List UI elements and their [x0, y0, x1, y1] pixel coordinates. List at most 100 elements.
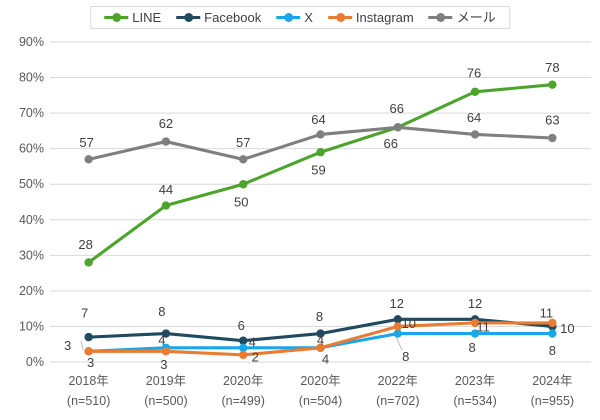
data-label-LINE: 28	[78, 237, 92, 252]
data-point-X	[470, 329, 480, 338]
legend-item-メール: メール	[428, 10, 496, 25]
data-point-Facebook	[84, 332, 93, 342]
data-point-Facebook	[161, 329, 171, 338]
data-label-Facebook: 8	[316, 309, 323, 324]
x-axis-n-label: (n=499)	[221, 394, 264, 408]
data-label-X: 8	[549, 343, 556, 358]
y-tick-label: 50%	[19, 177, 44, 191]
data-point-X	[393, 329, 402, 338]
legend-item-Facebook: Facebook	[176, 11, 261, 24]
data-label-X: 4	[317, 332, 324, 347]
x-axis-n-label: (n=500)	[144, 394, 187, 408]
data-label-LINE: 44	[159, 182, 173, 197]
data-label-Instagram: 11	[476, 319, 490, 334]
data-point-メール	[316, 130, 325, 139]
legend-marker-icon	[104, 13, 129, 22]
data-label-X: 4	[158, 332, 165, 347]
data-label-メール: 62	[159, 116, 173, 131]
data-point-Instagram	[161, 347, 171, 356]
data-point-LINE	[548, 80, 557, 89]
data-point-LINE	[161, 201, 171, 210]
data-point-メール	[393, 123, 402, 132]
legend-item-Instagram: Instagram	[327, 10, 414, 25]
y-tick-label: 60%	[19, 142, 44, 156]
x-axis-n-label: (n=702)	[376, 394, 419, 408]
legend-label: X	[304, 10, 313, 25]
legend-marker-icon	[327, 13, 352, 22]
legend-item-X: X	[276, 11, 313, 24]
data-label-Facebook: 7	[81, 306, 88, 321]
data-point-メール	[84, 155, 93, 164]
x-axis-year-label: 2020年	[223, 374, 263, 388]
legend-marker-icon	[428, 13, 453, 22]
legend-item-LINE: LINE	[104, 11, 161, 24]
x-axis-n-label: (n=955)	[531, 394, 574, 408]
data-label-LINE: 59	[311, 163, 325, 178]
data-point-X	[239, 343, 248, 352]
label-leader-line	[80, 340, 84, 351]
y-tick-label: 40%	[19, 213, 44, 227]
data-label-Facebook: 10	[560, 321, 574, 336]
data-label-Facebook: 12	[390, 296, 404, 311]
data-label-X: 3	[64, 338, 71, 353]
data-label-X: 4	[249, 334, 256, 349]
legend-label: Instagram	[355, 10, 414, 25]
data-label-Instagram: 11	[540, 305, 554, 320]
data-point-LINE	[470, 87, 480, 96]
data-label-Instagram: 3	[160, 357, 167, 372]
x-axis-n-label: (n=504)	[299, 394, 342, 408]
data-point-Facebook	[239, 336, 248, 345]
data-label-メール: 66	[390, 101, 404, 116]
y-tick-label: 20%	[19, 284, 44, 298]
data-label-Instagram: 10	[402, 316, 416, 331]
data-point-メール	[161, 137, 171, 146]
chart-legend: LINE Facebook X Instagram メール	[90, 6, 510, 29]
y-tick-label: 80%	[19, 71, 44, 85]
x-axis-n-label: (n=534)	[453, 394, 496, 408]
data-point-Instagram	[548, 318, 557, 328]
data-point-Facebook	[393, 315, 402, 324]
data-point-LINE	[316, 148, 325, 157]
data-label-LINE: 66	[384, 136, 398, 151]
y-tick-label: 0%	[26, 355, 44, 369]
legend-marker-icon	[276, 13, 301, 22]
data-point-X	[548, 329, 557, 338]
legend-label: メール	[456, 10, 496, 25]
x-axis-year-label: 2020年	[300, 374, 340, 388]
x-axis-year-label: 2022年	[378, 374, 418, 388]
data-label-メール: 57	[236, 135, 250, 150]
data-label-メール: 64	[311, 112, 325, 127]
data-label-Facebook: 12	[468, 296, 482, 311]
data-label-LINE: 50	[234, 195, 248, 210]
data-label-Instagram: 3	[87, 355, 94, 370]
data-label-Instagram: 2	[252, 349, 259, 364]
legend-label: Facebook	[204, 10, 262, 25]
y-tick-label: 90%	[19, 35, 44, 49]
data-label-Facebook: 8	[158, 304, 165, 319]
data-label-Instagram: 4	[322, 351, 329, 366]
x-axis-year-label: 2019年	[146, 374, 186, 388]
data-label-メール: 57	[79, 135, 93, 150]
data-label-LINE: 76	[467, 65, 481, 80]
data-point-Instagram	[316, 343, 325, 352]
legend-label: LINE	[132, 10, 162, 25]
y-tick-label: 30%	[19, 248, 44, 262]
label-leader-line	[395, 336, 403, 351]
y-tick-label: 10%	[19, 319, 44, 333]
data-label-メール: 63	[545, 113, 559, 128]
data-point-メール	[239, 155, 248, 164]
data-point-LINE	[239, 180, 248, 189]
data-label-X: 8	[468, 340, 475, 355]
x-axis-year-label: 2018年	[68, 374, 108, 388]
data-point-メール	[470, 130, 480, 139]
x-axis-year-label: 2023年	[455, 374, 495, 388]
data-label-LINE: 78	[545, 60, 559, 75]
data-point-Instagram	[470, 318, 480, 328]
legend-marker-icon	[176, 13, 201, 22]
data-point-メール	[548, 133, 557, 143]
data-point-Instagram	[239, 350, 248, 360]
data-label-Facebook: 6	[238, 318, 245, 333]
data-point-LINE	[84, 258, 93, 267]
data-label-X: 8	[402, 349, 409, 364]
